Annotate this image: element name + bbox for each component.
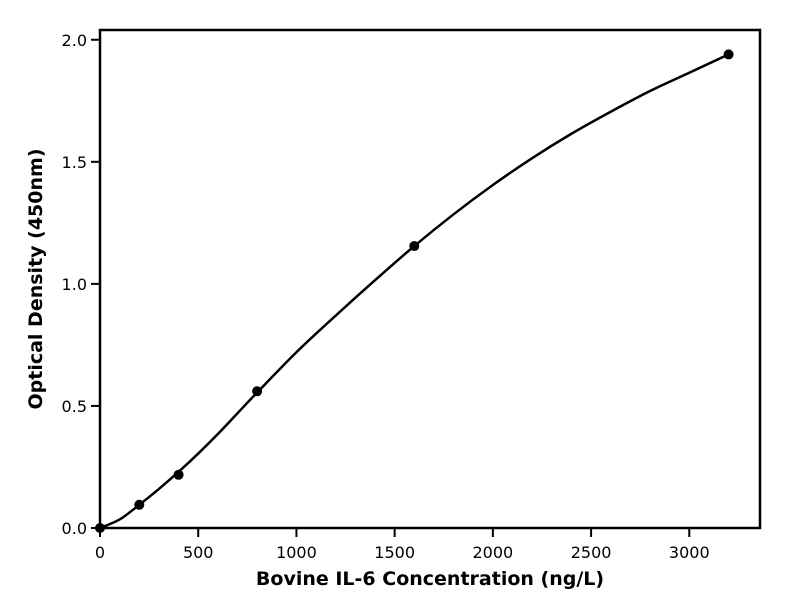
y-tick-label: 1.5 (62, 153, 87, 172)
y-tick-label: 0.5 (62, 397, 87, 416)
y-tick-label: 0.0 (62, 519, 87, 538)
x-tick-label: 3000 (669, 543, 710, 562)
plot-frame (98, 28, 762, 530)
y-tick-label: 2.0 (62, 31, 87, 50)
y-tick-label: 1.0 (62, 275, 87, 294)
y-axis-title: Optical Density (450nm) (25, 149, 47, 410)
x-tick-label: 1500 (374, 543, 415, 562)
x-tick-label: 0 (95, 543, 105, 562)
data-point (252, 386, 263, 397)
x-axis-title: Bovine IL-6 Concentration (ng/L) (256, 568, 604, 590)
x-tick-label: 1000 (276, 543, 317, 562)
fitted-curve (99, 53, 730, 530)
data-point (173, 469, 184, 480)
points-layer (95, 49, 734, 533)
ticks-layer: 0 500 1000 1500 2000 2500 3000 0.0 0.5 1.0 1.5 2.0 (62, 31, 710, 562)
curve-layer (99, 53, 730, 530)
data-point (409, 241, 420, 252)
x-tick-label: 2000 (472, 543, 513, 562)
data-point (134, 499, 145, 510)
x-tick-label: 2500 (571, 543, 612, 562)
data-point (723, 49, 734, 60)
x-tick-label: 500 (183, 543, 214, 562)
